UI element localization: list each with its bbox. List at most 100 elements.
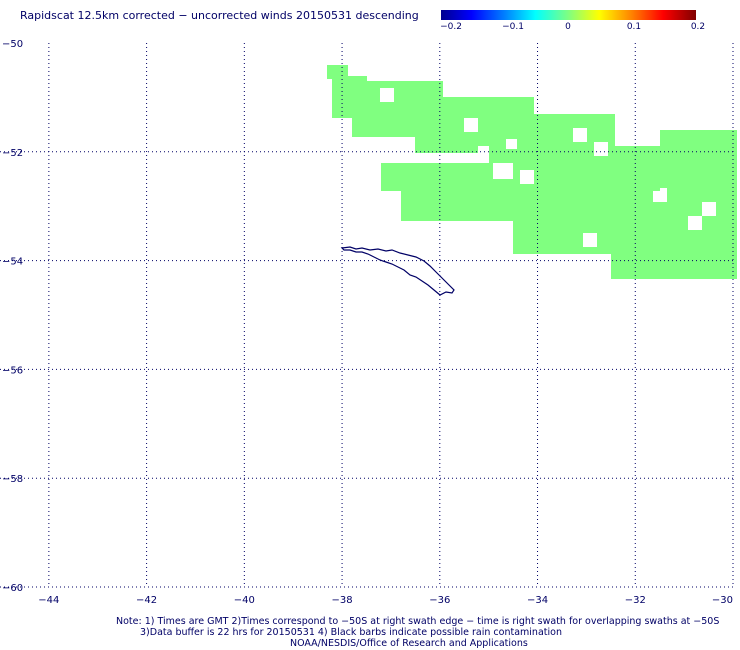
swath-cell bbox=[429, 139, 436, 146]
swath-cell bbox=[541, 177, 548, 184]
swath-cell bbox=[667, 258, 674, 265]
swath-cell bbox=[601, 114, 608, 121]
swath-cell bbox=[531, 149, 538, 156]
swath-cell bbox=[695, 258, 702, 265]
lat-tick-label: −54 bbox=[2, 257, 23, 268]
swath-cell bbox=[457, 214, 464, 221]
swath-cell bbox=[597, 184, 604, 191]
swath-cell bbox=[611, 160, 618, 167]
swath-cell bbox=[531, 135, 538, 142]
swath-cell bbox=[716, 151, 723, 158]
swath-cell bbox=[611, 272, 618, 279]
swath-cell bbox=[334, 65, 341, 72]
swath-cell bbox=[457, 200, 464, 207]
swath-cell bbox=[597, 226, 604, 233]
swath-cell bbox=[681, 188, 688, 195]
swath-cell bbox=[472, 170, 479, 177]
swath-cell bbox=[667, 202, 674, 209]
swath-cell bbox=[499, 186, 506, 193]
swath-cell bbox=[506, 104, 513, 111]
swath-cell bbox=[352, 102, 359, 109]
swath-cell bbox=[681, 272, 688, 279]
swath-cell bbox=[639, 209, 646, 216]
swath-cell bbox=[716, 258, 723, 265]
lon-tick-label: −40 bbox=[234, 595, 255, 606]
swath-cell bbox=[625, 174, 632, 181]
swath-cell bbox=[695, 158, 702, 165]
swath-cell bbox=[520, 247, 527, 254]
swath-cell bbox=[429, 88, 436, 95]
swath-cell bbox=[625, 258, 632, 265]
swath-cell bbox=[394, 102, 401, 109]
swath-cell bbox=[730, 158, 737, 165]
swath-cell bbox=[513, 219, 520, 226]
swath-cell bbox=[674, 195, 681, 202]
swath-cell bbox=[590, 219, 597, 226]
swath-cell bbox=[632, 195, 639, 202]
swath-cell bbox=[513, 104, 520, 111]
swath-cell bbox=[723, 223, 730, 230]
swath-cell bbox=[366, 109, 373, 116]
swath-cell bbox=[632, 167, 639, 174]
swath-cell bbox=[594, 156, 601, 163]
swath-cell bbox=[681, 174, 688, 181]
swath-cell bbox=[436, 125, 443, 132]
swath-cell bbox=[457, 207, 464, 214]
swath-cell bbox=[601, 135, 608, 142]
swath-cell bbox=[566, 142, 573, 149]
swath-cell bbox=[499, 200, 506, 207]
swath-cell bbox=[517, 121, 524, 128]
swath-cell bbox=[415, 207, 422, 214]
swath-cell bbox=[444, 170, 451, 177]
lat-lon-grid bbox=[0, 43, 734, 588]
swath-cell bbox=[489, 121, 496, 128]
swath-cell bbox=[674, 244, 681, 251]
swath-cell bbox=[464, 207, 471, 214]
swath-cell bbox=[723, 130, 730, 137]
swath-cell bbox=[639, 223, 646, 230]
swath-cell bbox=[660, 158, 667, 165]
swath-cell bbox=[611, 237, 618, 244]
swath-cell bbox=[618, 265, 625, 272]
swath-cell bbox=[513, 205, 520, 212]
swath-cell bbox=[485, 200, 492, 207]
swath-cell bbox=[597, 163, 604, 170]
swath-cell bbox=[408, 186, 415, 193]
swath-cell bbox=[583, 184, 590, 191]
swath-cell bbox=[667, 174, 674, 181]
swath-cell bbox=[653, 167, 660, 174]
swath-cell bbox=[597, 247, 604, 254]
swath-cell bbox=[625, 160, 632, 167]
swath-cell bbox=[681, 216, 688, 223]
swath-cell bbox=[541, 184, 548, 191]
swath-cell bbox=[524, 128, 531, 135]
swath-cell bbox=[381, 184, 388, 191]
swath-cell bbox=[479, 163, 486, 170]
swath-cell bbox=[660, 137, 667, 144]
swath-cell bbox=[723, 144, 730, 151]
swath-cell bbox=[401, 130, 408, 137]
swath-cell bbox=[653, 160, 660, 167]
swath-cell bbox=[660, 151, 667, 158]
swath-cell bbox=[366, 130, 373, 137]
swath-cell bbox=[611, 167, 618, 174]
swath-cell bbox=[513, 170, 520, 177]
swath-cell bbox=[580, 121, 587, 128]
swath-cell bbox=[590, 198, 597, 205]
swath-cell bbox=[443, 97, 450, 104]
swath-cell bbox=[443, 214, 450, 221]
swath-cell bbox=[478, 111, 485, 118]
swath-cell bbox=[555, 212, 562, 219]
swath-cell bbox=[524, 149, 531, 156]
swath-cell bbox=[464, 97, 471, 104]
swath-cell bbox=[639, 251, 646, 258]
swath-cell bbox=[562, 247, 569, 254]
swath-cell bbox=[730, 223, 737, 230]
swath-cell bbox=[499, 104, 506, 111]
swath-cell bbox=[527, 233, 534, 240]
swath-cell bbox=[520, 198, 527, 205]
swath-cell bbox=[388, 184, 395, 191]
swath-cell bbox=[353, 76, 360, 83]
swath-cell bbox=[604, 233, 611, 240]
swath-cell bbox=[524, 135, 531, 142]
